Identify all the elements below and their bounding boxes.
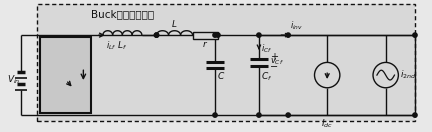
Circle shape xyxy=(257,33,261,37)
Circle shape xyxy=(286,33,290,37)
Bar xyxy=(41,37,91,113)
Circle shape xyxy=(213,33,217,37)
Circle shape xyxy=(213,113,217,117)
Text: $C_f$: $C_f$ xyxy=(261,70,272,83)
Text: $i_{Lf}$: $i_{Lf}$ xyxy=(106,39,116,51)
Text: +: + xyxy=(270,52,278,62)
Text: $I_{dc}$: $I_{dc}$ xyxy=(321,117,333,129)
Text: $i_{inv}$: $i_{inv}$ xyxy=(290,20,303,32)
Text: $r$: $r$ xyxy=(202,39,208,50)
Text: $i_{2nd}$: $i_{2nd}$ xyxy=(400,69,417,81)
Text: Buck类直流变换器: Buck类直流变换器 xyxy=(91,9,154,19)
Circle shape xyxy=(216,33,220,37)
Circle shape xyxy=(413,113,417,117)
Text: $v_{Cf}$: $v_{Cf}$ xyxy=(270,56,283,67)
Text: $L_f$: $L_f$ xyxy=(118,39,127,51)
Circle shape xyxy=(154,33,159,37)
Text: $C$: $C$ xyxy=(217,70,225,81)
Bar xyxy=(37,4,415,121)
Text: −: − xyxy=(270,62,278,72)
Circle shape xyxy=(413,33,417,37)
Text: $L$: $L$ xyxy=(172,18,178,29)
Text: $V_{in}$: $V_{in}$ xyxy=(7,74,21,86)
Text: $i_{Cf}$: $i_{Cf}$ xyxy=(261,43,272,55)
Circle shape xyxy=(154,33,159,37)
Circle shape xyxy=(257,113,261,117)
Circle shape xyxy=(286,113,290,117)
Bar xyxy=(193,32,218,39)
